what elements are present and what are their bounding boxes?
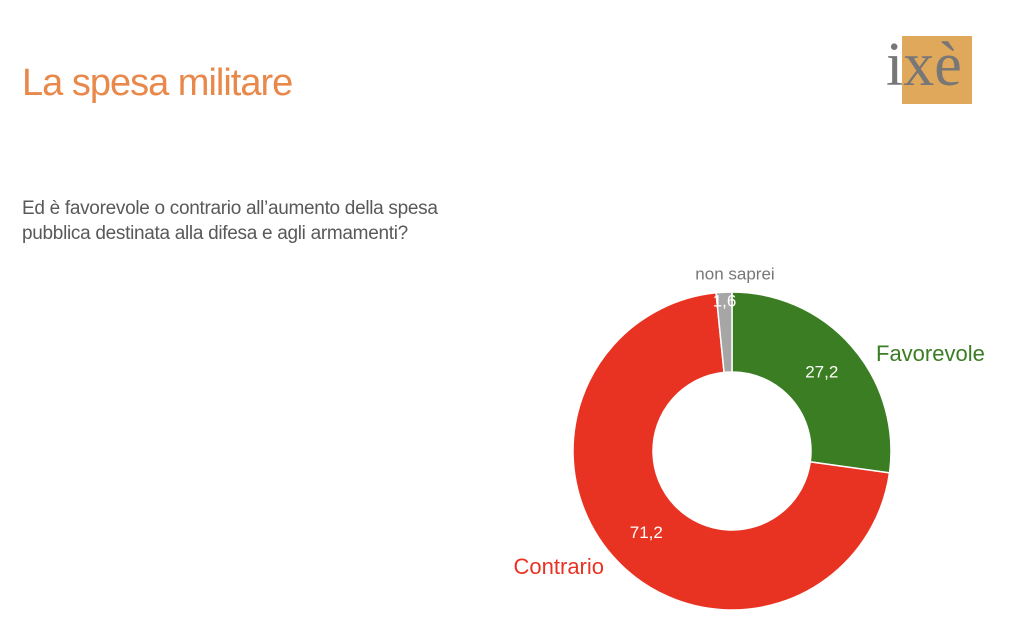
donut-slice xyxy=(731,291,892,474)
chart-title: La spesa militare xyxy=(22,62,293,104)
value-label: 71,2 xyxy=(630,523,663,542)
donut-slice xyxy=(715,291,733,374)
category-label: Contrario xyxy=(514,554,604,579)
logo-text: ixè xyxy=(886,31,962,99)
donut-slice xyxy=(572,291,891,611)
category-label: Favorevole xyxy=(876,341,985,366)
value-label: 27,2 xyxy=(805,362,838,381)
logo-box xyxy=(902,36,972,104)
logo: ixè xyxy=(886,30,972,104)
chart-subtitle: Ed è favorevole o contrario all’aumento … xyxy=(22,198,438,244)
value-label: 1,6 xyxy=(713,292,737,311)
category-label: non saprei xyxy=(695,264,774,283)
